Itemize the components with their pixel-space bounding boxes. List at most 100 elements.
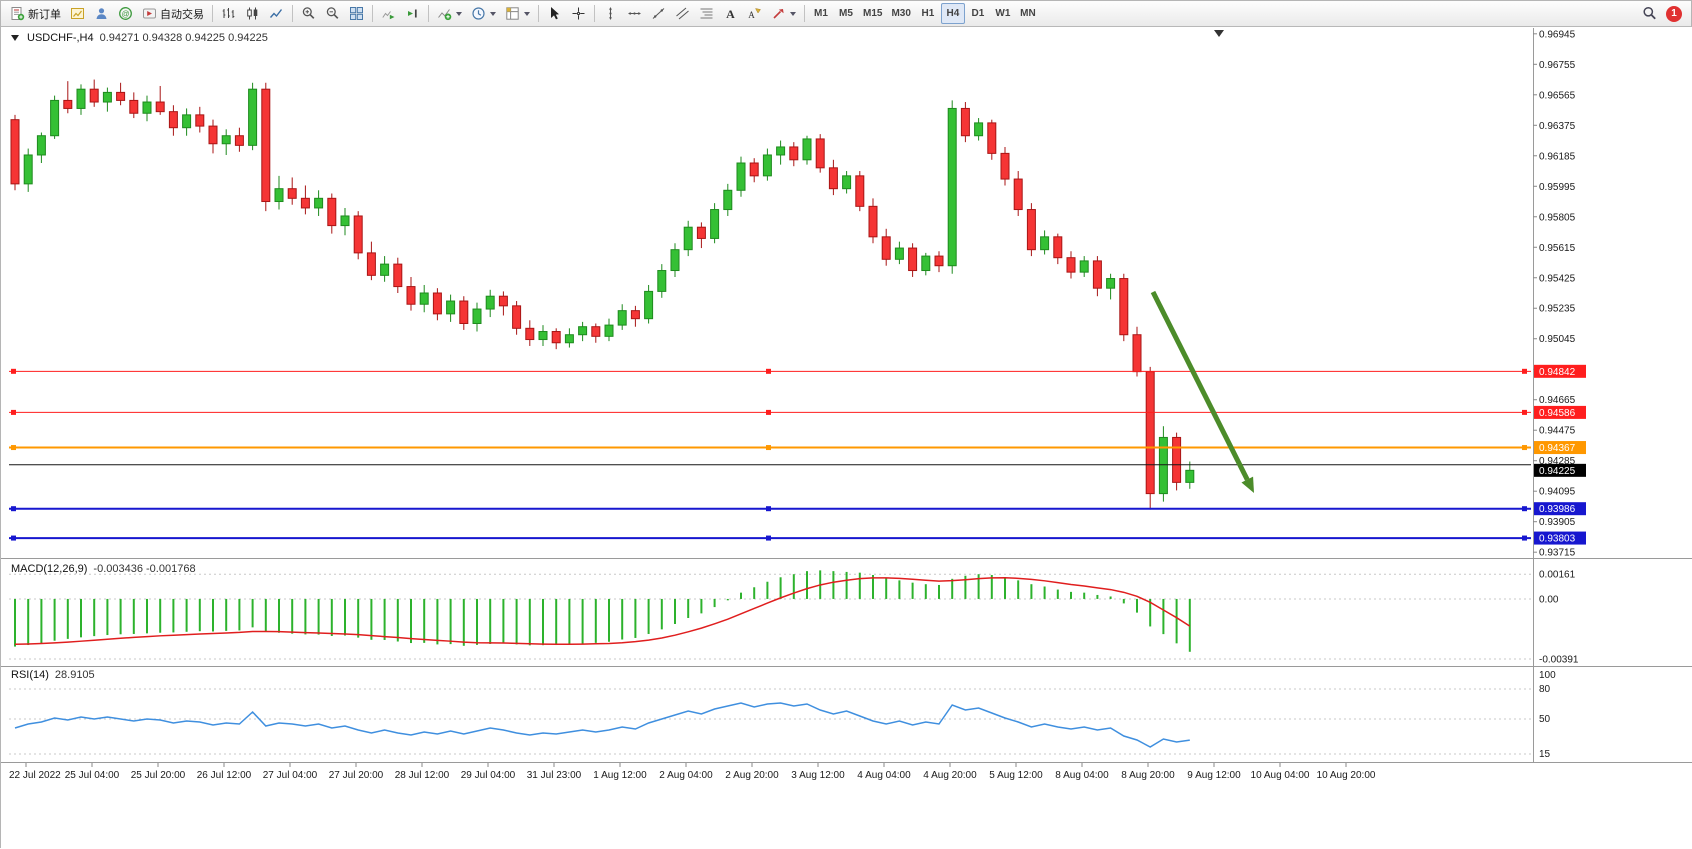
line-handle[interactable]: [766, 445, 771, 451]
line-handle[interactable]: [11, 535, 16, 541]
auto-scroll-icon: [382, 11, 395, 20]
trend-arrow-shaft[interactable]: [1150, 290, 1250, 481]
zoom-in-button[interactable]: [297, 3, 320, 24]
line-handle[interactable]: [11, 368, 16, 374]
timeframe-m15-button[interactable]: M15: [863, 8, 883, 19]
candle: [393, 263, 403, 288]
line-handle[interactable]: [1522, 506, 1527, 512]
candle: [76, 88, 86, 109]
toolbar-separator: [372, 5, 373, 22]
vertical-line-button[interactable]: [599, 3, 622, 24]
auto-scroll-button[interactable]: [377, 3, 400, 24]
candle: [1106, 278, 1116, 289]
crosshair-button[interactable]: [567, 3, 590, 24]
candle: [802, 138, 812, 161]
autotrade-label: 自动交易: [160, 8, 204, 21]
line-handle[interactable]: [766, 506, 771, 512]
timeframe-w1-button[interactable]: W1: [995, 8, 1011, 19]
price-axis-label: 0.96565: [1539, 90, 1576, 101]
line-handle[interactable]: [766, 368, 771, 374]
price-axis-label: 0.93715: [1539, 548, 1576, 559]
price-tag: [1534, 463, 1586, 477]
periods-button[interactable]: [467, 3, 500, 24]
chart-symbol-period: USDCHF-,H4: [27, 32, 94, 44]
text-button[interactable]: A: [719, 3, 742, 24]
macd-indicator-label: MACD(12,26,9) -0.003436 -0.001768: [11, 563, 196, 575]
line-handle[interactable]: [11, 445, 16, 451]
autotrade-icon: [143, 8, 156, 19]
price-axis-label: 0.94285: [1539, 456, 1576, 467]
candle: [617, 310, 627, 326]
candle: [855, 175, 865, 207]
line-chart-button[interactable]: [265, 3, 288, 24]
time-axis-label: 27 Jul 04:00: [263, 770, 318, 781]
macd-axis-label: -0.00391: [1539, 655, 1579, 666]
line-handle[interactable]: [11, 409, 16, 415]
horizontal-line-button[interactable]: [623, 3, 646, 24]
trend-arrow-head[interactable]: [1241, 476, 1254, 493]
chart-shift-icon: [408, 9, 417, 18]
timeframe-h1-button[interactable]: H1: [921, 8, 935, 19]
tile-windows-button[interactable]: [345, 3, 368, 24]
line-handle[interactable]: [1522, 409, 1527, 415]
candle: [762, 154, 772, 177]
candle: [578, 326, 588, 336]
line-handle[interactable]: [1522, 368, 1527, 374]
candle: [287, 188, 297, 199]
line-handle[interactable]: [766, 409, 771, 415]
svg-text:A: A: [726, 7, 735, 21]
time-axis-label: 5 Aug 12:00: [989, 770, 1043, 781]
timeframe-m5-button[interactable]: M5: [839, 8, 853, 19]
chart-shift-button[interactable]: [401, 3, 424, 24]
autotrade-button[interactable]: 自动交易: [138, 3, 208, 24]
macd-values: -0.003436 -0.001768: [93, 563, 196, 575]
line-handle[interactable]: [1522, 535, 1527, 541]
timeframe-h4-button[interactable]: H4: [940, 3, 965, 24]
new-order-button[interactable]: 新订单: [6, 3, 65, 24]
new-chart-button[interactable]: [66, 3, 89, 24]
mql5-community-button[interactable]: @: [114, 3, 137, 24]
timeframe-mn-button[interactable]: MN: [1020, 8, 1036, 19]
candle: [208, 125, 218, 145]
line-handle[interactable]: [766, 535, 771, 541]
candle: [934, 255, 944, 267]
trendline-button[interactable]: [647, 3, 670, 24]
bar-chart-button[interactable]: [217, 3, 240, 24]
candle: [23, 154, 33, 185]
toolbar-separator: [292, 5, 293, 22]
price-axis-label: 0.95805: [1539, 212, 1576, 223]
arrows-button[interactable]: [767, 3, 800, 24]
chart-shift-marker[interactable]: [1214, 30, 1224, 37]
time-axis-label: 8 Aug 20:00: [1121, 770, 1175, 781]
indicators-button[interactable]: [433, 3, 466, 24]
profiles-button[interactable]: [90, 3, 113, 24]
candle: [1026, 209, 1036, 251]
candlestick-chart-button[interactable]: [241, 3, 264, 24]
cursor-button[interactable]: [543, 3, 566, 24]
search-button[interactable]: [1638, 3, 1661, 24]
text-label-button[interactable]: A: [743, 3, 766, 24]
equidistant-channel-button[interactable]: [671, 3, 694, 24]
candle: [472, 308, 482, 324]
timeframe-m30-button[interactable]: M30: [891, 8, 911, 19]
candle: [261, 88, 271, 203]
time-axis-label: 4 Aug 20:00: [923, 770, 977, 781]
line-handle[interactable]: [1522, 445, 1527, 451]
timeframe-m1-button[interactable]: M1: [814, 8, 828, 19]
line-handle[interactable]: [11, 506, 16, 512]
candle: [670, 249, 680, 272]
notifications-badge[interactable]: 1: [1666, 5, 1682, 22]
timeframe-d1-button[interactable]: D1: [971, 8, 985, 19]
search-icon: [1643, 6, 1656, 20]
fibonacci-button[interactable]: [695, 3, 718, 24]
candle: [353, 215, 363, 254]
zoom-out-button[interactable]: [321, 3, 344, 24]
candle: [1040, 236, 1050, 251]
candle: [10, 119, 20, 185]
symbol-menu-caret[interactable]: [11, 35, 19, 41]
candle: [1092, 260, 1102, 289]
price-axis-label: 0.94095: [1539, 487, 1576, 498]
templates-button[interactable]: [501, 3, 534, 24]
price-axis-label: 0.93905: [1539, 517, 1576, 528]
